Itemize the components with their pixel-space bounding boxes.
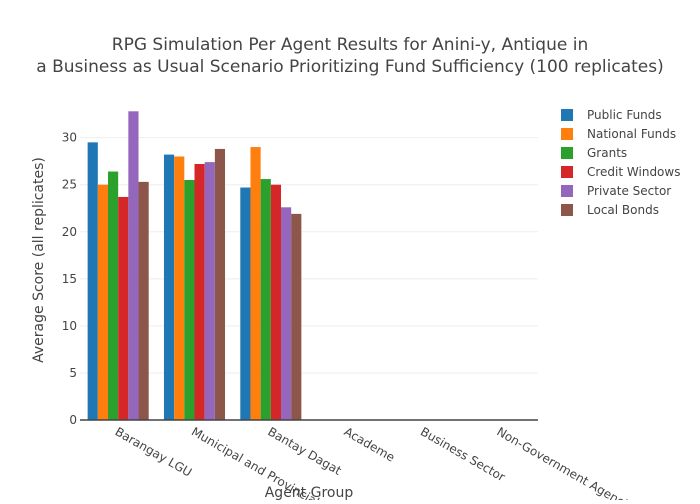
legend-label: Public Funds [587, 108, 662, 122]
legend-item[interactable]: Local Bonds [561, 203, 659, 217]
bar[interactable] [184, 180, 195, 420]
bar[interactable] [270, 184, 282, 420]
legend-swatch [561, 204, 573, 216]
y-tick-label: 10 [62, 319, 77, 333]
legend-label: Credit Windows [587, 165, 680, 179]
x-tick-label: Bantay Dagat [265, 424, 344, 477]
legend[interactable]: Public Funds National Funds Grants Credit W… [561, 108, 680, 217]
legend-item[interactable]: Credit Windows [561, 165, 680, 179]
y-tick-label: 30 [62, 131, 77, 145]
legend-label: Private Sector [587, 184, 671, 198]
legend-swatch [561, 166, 573, 178]
bar[interactable] [194, 164, 205, 420]
gridlines [80, 137, 538, 374]
y-tick-label: 0 [69, 413, 77, 427]
bar[interactable] [87, 142, 98, 420]
bar[interactable] [163, 154, 175, 420]
legend-swatch [561, 128, 573, 140]
bars [87, 111, 302, 421]
y-tick-label: 25 [62, 178, 77, 192]
bar[interactable] [250, 147, 261, 420]
bar[interactable] [97, 184, 108, 420]
legend-label: National Funds [587, 127, 676, 141]
bar[interactable] [281, 207, 292, 420]
chart-title-line-1: RPG Simulation Per Agent Results for Ani… [112, 35, 588, 55]
bar[interactable] [260, 179, 271, 420]
legend-item[interactable]: Grants [561, 146, 627, 160]
legend-swatch [561, 147, 573, 159]
bar[interactable] [174, 156, 185, 420]
legend-swatch [561, 109, 573, 121]
legend-item[interactable]: Public Funds [561, 108, 662, 122]
x-tick-label: Business Sector [418, 424, 508, 484]
y-tick-label: 5 [69, 366, 77, 380]
legend-item[interactable]: Private Sector [561, 184, 671, 198]
y-tick-labels: 0 5 10 15 20 25 30 [62, 131, 77, 427]
x-tick-label: Non-Government Agencies [494, 424, 641, 500]
chart-title-line-2: a Business as Usual Scenario Prioritizin… [36, 57, 663, 77]
bar[interactable] [291, 213, 302, 420]
y-tick-label: 20 [62, 225, 77, 239]
bar[interactable] [240, 187, 251, 420]
legend-label: Grants [587, 146, 627, 160]
bar[interactable] [204, 162, 215, 420]
bar[interactable] [128, 111, 139, 420]
y-axis-label: Average Score (all replicates) [31, 157, 47, 363]
bar[interactable] [138, 181, 149, 420]
bar[interactable] [107, 171, 119, 420]
y-tick-label: 15 [62, 272, 77, 286]
bar[interactable] [214, 148, 226, 421]
x-tick-label: Barangay LGU [113, 424, 195, 479]
bar[interactable] [118, 196, 129, 420]
legend-item[interactable]: National Funds [561, 127, 676, 141]
x-tick-label: Academe [342, 424, 398, 464]
legend-swatch [561, 185, 573, 197]
x-axis-label: Agent Group [265, 485, 354, 500]
legend-label: Local Bonds [587, 203, 659, 217]
